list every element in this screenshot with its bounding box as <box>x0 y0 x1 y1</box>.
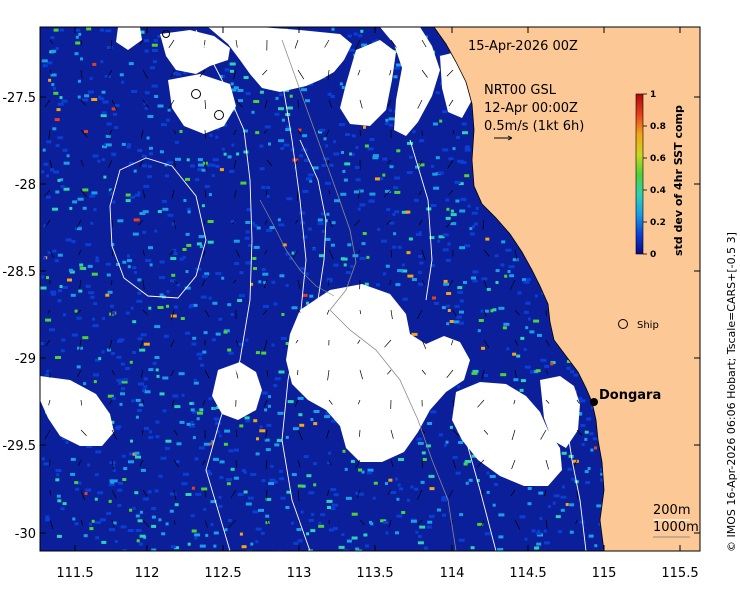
vector-scale-arrow <box>494 135 513 141</box>
latitude-tick-label: -29 <box>15 352 36 367</box>
longitude-tick-label: 111.5 <box>56 566 93 581</box>
coastal-isobath <box>281 39 457 551</box>
colorbar <box>635 93 644 255</box>
longitude-tick-label: 114.5 <box>509 566 546 581</box>
colorbar-tick-label: 0.2 <box>650 218 666 228</box>
ship-marker <box>618 319 628 329</box>
latitude-tick-label: -30 <box>15 527 36 542</box>
latitude-tick-label: -28.5 <box>2 265 36 280</box>
credit-line: © IMOS 16-Apr-2026 06:06 Hobart; Tscale=… <box>725 232 738 552</box>
latitude-tick-label: -29.5 <box>2 439 36 454</box>
product-time: 12-Apr 00:00Z <box>484 101 578 116</box>
isobath-200m-label: 200m <box>653 503 690 518</box>
isobath-lines <box>109 29 587 551</box>
land-mass <box>433 27 700 551</box>
trench-isobath <box>259 199 335 297</box>
buoy-marker <box>162 30 170 38</box>
longitude-tick-label: 112.5 <box>204 566 241 581</box>
longitude-tick-label: 113.5 <box>356 566 393 581</box>
vector-scale-label: 0.5m/s (1kt 6h) <box>484 119 584 134</box>
longitude-labels: 111.5 112 112.5 113 113.5 114 114.5 115 115.5 <box>56 566 698 581</box>
colorbar-tick-label: 1 <box>650 90 656 100</box>
longitude-tick-label: 115.5 <box>661 566 698 581</box>
latitude-tick-label: -28 <box>15 178 36 193</box>
buoy-marker <box>191 89 201 99</box>
longitude-tick-label: 112 <box>135 566 160 581</box>
longitude-tick-label: 115 <box>592 566 617 581</box>
isobath-1000m-label: 1000m <box>653 520 699 535</box>
colorbar-tick-label: 0.6 <box>650 154 666 164</box>
longitude-tick-label: 113 <box>287 566 312 581</box>
colorbar-tick-label: 0.4 <box>650 186 666 196</box>
ship-label: Ship <box>637 320 659 331</box>
axis-ticks <box>40 27 700 551</box>
colorbar-title: std dev of 4hr SST comp <box>672 105 685 256</box>
latitude-tick-label: -27.5 <box>2 91 36 106</box>
town-label: Dongara <box>599 388 661 403</box>
colorbar-tick-label: 0.8 <box>650 122 666 132</box>
colorbar-tick-label: 0 <box>650 250 656 260</box>
product-name: NRT00 GSL <box>484 83 557 98</box>
town-marker <box>590 398 598 406</box>
plot-frame <box>39 26 701 552</box>
latitude-labels: -27.5 -28 -28.5 -29 -29.5 -30 <box>2 91 36 542</box>
colorbar-ticks: 0 0.2 0.4 0.6 0.8 1 <box>643 90 666 260</box>
buoy-marker <box>214 110 224 120</box>
map-date: 15-Apr-2026 00Z <box>468 39 578 54</box>
longitude-tick-label: 114 <box>440 566 465 581</box>
